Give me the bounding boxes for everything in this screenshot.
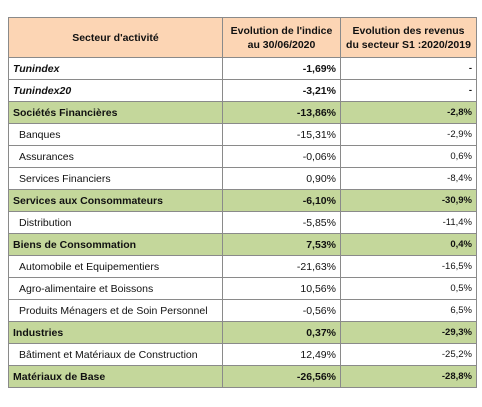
value-cell: 10,56% — [222, 277, 341, 300]
table-row: Agro-alimentaire et Boissons 10,56% 0,5% — [8, 277, 477, 300]
table-row: Distribution -5,85% -11,4% — [8, 211, 477, 234]
sector-cell: Sociétés Financières — [8, 101, 223, 124]
table-row: Matériaux de Base -26,56% -28,8% — [8, 365, 477, 388]
table-row: Biens de Consommation 7,53% 0,4% — [8, 233, 477, 256]
sector-cell: Banques — [8, 123, 223, 146]
header-cell: Evolution des revenus du secteur S1 :202… — [340, 17, 477, 58]
sector-cell: Industries — [8, 321, 223, 344]
table-row: Bâtiment et Matériaux de Construction 12,… — [8, 343, 477, 366]
sector-cell: Bâtiment et Matériaux de Construction — [8, 343, 223, 366]
value-cell: 0,37% — [222, 321, 341, 344]
table-row: Banques -15,31% -2,9% — [8, 123, 477, 146]
table-row: Services Financiers 0,90% -8,4% — [8, 167, 477, 190]
value-cell: -25,2% — [340, 343, 477, 366]
sector-cell: Produits Ménagers et de Soin Personnel — [8, 299, 223, 322]
value-cell: 0,4% — [340, 233, 477, 256]
value-cell: 7,53% — [222, 233, 341, 256]
sector-cell: Agro-alimentaire et Boissons — [8, 277, 223, 300]
value-cell: -21,63% — [222, 255, 341, 278]
value-cell: 0,90% — [222, 167, 341, 190]
table-row: Assurances -0,06% 0,6% — [8, 145, 477, 168]
value-cell: -2,9% — [340, 123, 477, 146]
value-cell: -11,4% — [340, 211, 477, 234]
value-cell: -28,8% — [340, 365, 477, 388]
sector-cell: Assurances — [8, 145, 223, 168]
header-cell: Evolution de l'indice au 30/06/2020 — [222, 17, 341, 58]
table-row: Tunindex -1,69% - — [8, 57, 477, 80]
value-cell: 0,6% — [340, 145, 477, 168]
table-row: Produits Ménagers et de Soin Personnel -0… — [8, 299, 477, 322]
value-cell: - — [340, 79, 477, 102]
table-row: Industries 0,37% -29,3% — [8, 321, 477, 344]
table-row: Sociétés Financières -13,86% -2,8% — [8, 101, 477, 124]
value-cell: -5,85% — [222, 211, 341, 234]
sector-cell: Services aux Consommateurs — [8, 189, 223, 212]
value-cell: -8,4% — [340, 167, 477, 190]
sector-cell: Matériaux de Base — [8, 365, 223, 388]
value-cell: -13,86% — [222, 101, 341, 124]
table-row: Automobile et Equipementiers -21,63% -16,5… — [8, 255, 477, 278]
value-cell: -15,31% — [222, 123, 341, 146]
sector-table: Secteur d'activité Evolution de l'indice… — [8, 17, 477, 388]
value-cell: -3,21% — [222, 79, 341, 102]
value-cell: -6,10% — [222, 189, 341, 212]
value-cell: -26,56% — [222, 365, 341, 388]
value-cell: -0,56% — [222, 299, 341, 322]
value-cell: -0,06% — [222, 145, 341, 168]
value-cell: -16,5% — [340, 255, 477, 278]
value-cell: -2,8% — [340, 101, 477, 124]
sector-cell: Tunindex — [8, 57, 223, 80]
table-row: Services aux Consommateurs -6,10% -30,9% — [8, 189, 477, 212]
table-row: Tunindex20 -3,21% - — [8, 79, 477, 102]
value-cell: 12,49% — [222, 343, 341, 366]
value-cell: - — [340, 57, 477, 80]
sector-cell: Tunindex20 — [8, 79, 223, 102]
header-cell: Secteur d'activité — [8, 17, 223, 58]
sector-cell: Distribution — [8, 211, 223, 234]
table-body: Tunindex -1,69% - Tunindex20 -3,21% - Sociétés… — [8, 57, 477, 388]
value-cell: -30,9% — [340, 189, 477, 212]
sector-cell: Services Financiers — [8, 167, 223, 190]
value-cell: 6,5% — [340, 299, 477, 322]
value-cell: 0,5% — [340, 277, 477, 300]
sector-cell: Biens de Consommation — [8, 233, 223, 256]
value-cell: -1,69% — [222, 57, 341, 80]
header-row: Secteur d'activité Evolution de l'indice… — [8, 17, 477, 58]
value-cell: -29,3% — [340, 321, 477, 344]
sector-cell: Automobile et Equipementiers — [8, 255, 223, 278]
